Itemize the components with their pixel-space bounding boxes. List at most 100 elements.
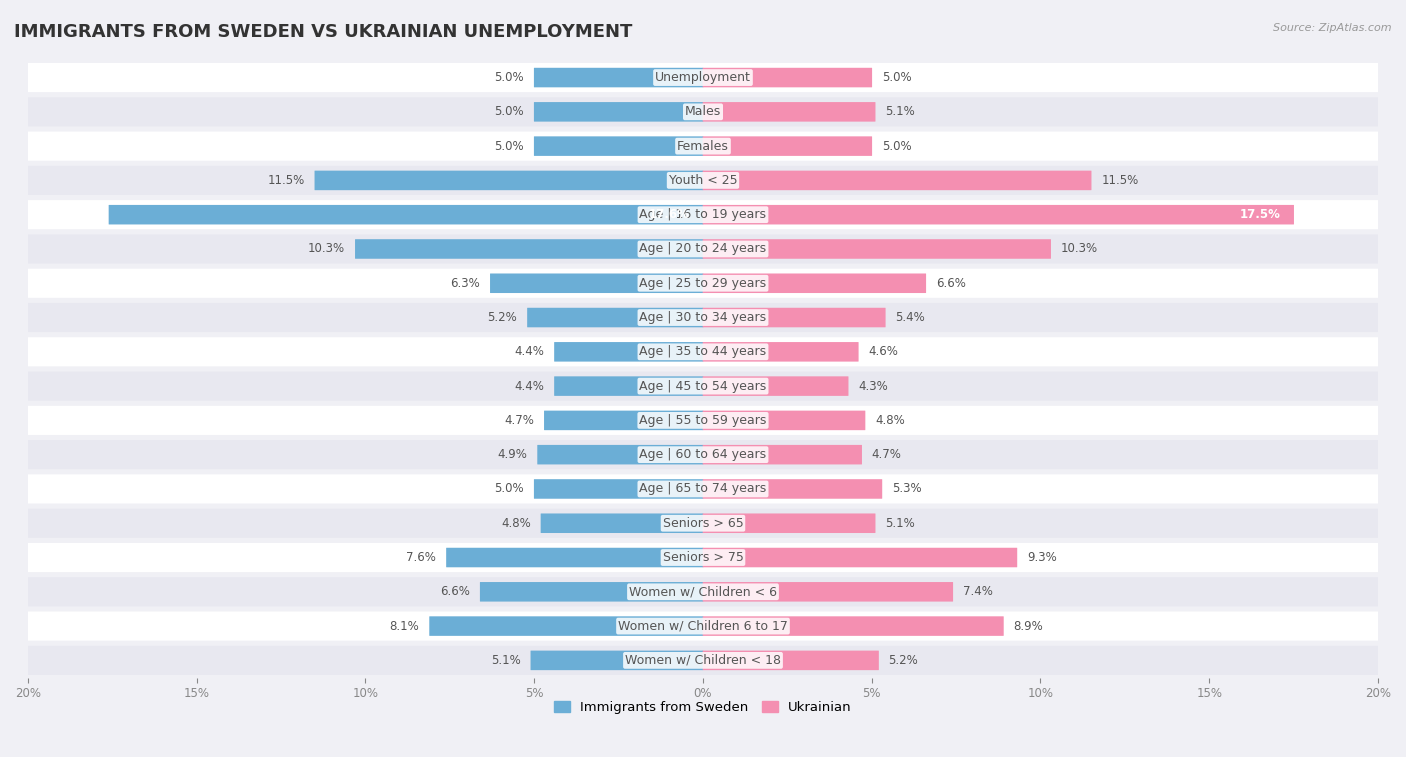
Text: 4.7%: 4.7% <box>505 414 534 427</box>
Text: 7.4%: 7.4% <box>963 585 993 598</box>
FancyBboxPatch shape <box>479 582 703 602</box>
FancyBboxPatch shape <box>356 239 703 259</box>
FancyBboxPatch shape <box>28 406 1378 435</box>
Text: 4.8%: 4.8% <box>501 517 531 530</box>
Text: Males: Males <box>685 105 721 118</box>
Text: 8.1%: 8.1% <box>389 619 419 633</box>
FancyBboxPatch shape <box>28 440 1378 469</box>
Text: Seniors > 75: Seniors > 75 <box>662 551 744 564</box>
Text: 5.1%: 5.1% <box>886 517 915 530</box>
FancyBboxPatch shape <box>703 136 872 156</box>
Text: Women w/ Children < 6: Women w/ Children < 6 <box>628 585 778 598</box>
FancyBboxPatch shape <box>541 513 703 533</box>
Text: Age | 35 to 44 years: Age | 35 to 44 years <box>640 345 766 358</box>
FancyBboxPatch shape <box>703 410 865 430</box>
FancyBboxPatch shape <box>703 308 886 327</box>
FancyBboxPatch shape <box>703 273 927 293</box>
Text: 5.4%: 5.4% <box>896 311 925 324</box>
FancyBboxPatch shape <box>28 303 1378 332</box>
FancyBboxPatch shape <box>28 338 1378 366</box>
FancyBboxPatch shape <box>28 578 1378 606</box>
Text: Women w/ Children < 18: Women w/ Children < 18 <box>626 654 780 667</box>
FancyBboxPatch shape <box>534 136 703 156</box>
Text: 5.0%: 5.0% <box>495 482 524 496</box>
FancyBboxPatch shape <box>28 63 1378 92</box>
FancyBboxPatch shape <box>703 102 876 122</box>
FancyBboxPatch shape <box>28 132 1378 160</box>
FancyBboxPatch shape <box>703 170 1091 190</box>
Text: Unemployment: Unemployment <box>655 71 751 84</box>
Text: 5.1%: 5.1% <box>491 654 520 667</box>
FancyBboxPatch shape <box>703 239 1050 259</box>
Text: Age | 25 to 29 years: Age | 25 to 29 years <box>640 277 766 290</box>
Text: 6.6%: 6.6% <box>440 585 470 598</box>
Text: 17.6%: 17.6% <box>648 208 689 221</box>
FancyBboxPatch shape <box>534 102 703 122</box>
FancyBboxPatch shape <box>703 376 848 396</box>
Text: 5.2%: 5.2% <box>889 654 918 667</box>
Text: 11.5%: 11.5% <box>267 174 305 187</box>
FancyBboxPatch shape <box>491 273 703 293</box>
FancyBboxPatch shape <box>446 548 703 567</box>
Text: Age | 55 to 59 years: Age | 55 to 59 years <box>640 414 766 427</box>
FancyBboxPatch shape <box>554 342 703 362</box>
FancyBboxPatch shape <box>554 376 703 396</box>
FancyBboxPatch shape <box>544 410 703 430</box>
Text: 8.9%: 8.9% <box>1014 619 1043 633</box>
Legend: Immigrants from Sweden, Ukrainian: Immigrants from Sweden, Ukrainian <box>554 701 852 714</box>
Text: Age | 30 to 34 years: Age | 30 to 34 years <box>640 311 766 324</box>
FancyBboxPatch shape <box>703 205 1294 225</box>
Text: 5.1%: 5.1% <box>886 105 915 118</box>
Text: 6.3%: 6.3% <box>450 277 481 290</box>
Text: 4.4%: 4.4% <box>515 379 544 393</box>
FancyBboxPatch shape <box>703 479 882 499</box>
Text: 5.0%: 5.0% <box>882 71 911 84</box>
FancyBboxPatch shape <box>530 650 703 670</box>
Text: 5.2%: 5.2% <box>488 311 517 324</box>
Text: 5.0%: 5.0% <box>882 139 911 153</box>
Text: Age | 45 to 54 years: Age | 45 to 54 years <box>640 379 766 393</box>
Text: 9.3%: 9.3% <box>1026 551 1057 564</box>
Text: Women w/ Children 6 to 17: Women w/ Children 6 to 17 <box>619 619 787 633</box>
Text: 10.3%: 10.3% <box>308 242 346 255</box>
Text: 4.3%: 4.3% <box>858 379 889 393</box>
FancyBboxPatch shape <box>703 616 1004 636</box>
Text: 4.6%: 4.6% <box>869 345 898 358</box>
FancyBboxPatch shape <box>534 479 703 499</box>
Text: 4.4%: 4.4% <box>515 345 544 358</box>
FancyBboxPatch shape <box>28 372 1378 400</box>
Text: 5.0%: 5.0% <box>495 139 524 153</box>
FancyBboxPatch shape <box>429 616 703 636</box>
Text: Seniors > 65: Seniors > 65 <box>662 517 744 530</box>
FancyBboxPatch shape <box>28 200 1378 229</box>
Text: IMMIGRANTS FROM SWEDEN VS UKRAINIAN UNEMPLOYMENT: IMMIGRANTS FROM SWEDEN VS UKRAINIAN UNEM… <box>14 23 633 41</box>
FancyBboxPatch shape <box>28 612 1378 640</box>
FancyBboxPatch shape <box>703 68 872 87</box>
FancyBboxPatch shape <box>28 97 1378 126</box>
Text: Source: ZipAtlas.com: Source: ZipAtlas.com <box>1274 23 1392 33</box>
Text: Youth < 25: Youth < 25 <box>669 174 737 187</box>
FancyBboxPatch shape <box>703 445 862 465</box>
Text: 5.3%: 5.3% <box>891 482 921 496</box>
Text: 17.5%: 17.5% <box>1239 208 1279 221</box>
FancyBboxPatch shape <box>28 235 1378 263</box>
FancyBboxPatch shape <box>703 650 879 670</box>
FancyBboxPatch shape <box>28 646 1378 675</box>
FancyBboxPatch shape <box>703 513 876 533</box>
Text: 5.0%: 5.0% <box>495 105 524 118</box>
Text: 10.3%: 10.3% <box>1060 242 1098 255</box>
Text: 6.6%: 6.6% <box>936 277 966 290</box>
Text: 4.8%: 4.8% <box>875 414 905 427</box>
FancyBboxPatch shape <box>537 445 703 465</box>
Text: Age | 16 to 19 years: Age | 16 to 19 years <box>640 208 766 221</box>
Text: 7.6%: 7.6% <box>406 551 436 564</box>
Text: 4.9%: 4.9% <box>498 448 527 461</box>
Text: 11.5%: 11.5% <box>1101 174 1139 187</box>
Text: Age | 60 to 64 years: Age | 60 to 64 years <box>640 448 766 461</box>
Text: Age | 65 to 74 years: Age | 65 to 74 years <box>640 482 766 496</box>
FancyBboxPatch shape <box>28 166 1378 195</box>
FancyBboxPatch shape <box>703 342 859 362</box>
Text: 5.0%: 5.0% <box>495 71 524 84</box>
FancyBboxPatch shape <box>703 548 1017 567</box>
Text: Age | 20 to 24 years: Age | 20 to 24 years <box>640 242 766 255</box>
